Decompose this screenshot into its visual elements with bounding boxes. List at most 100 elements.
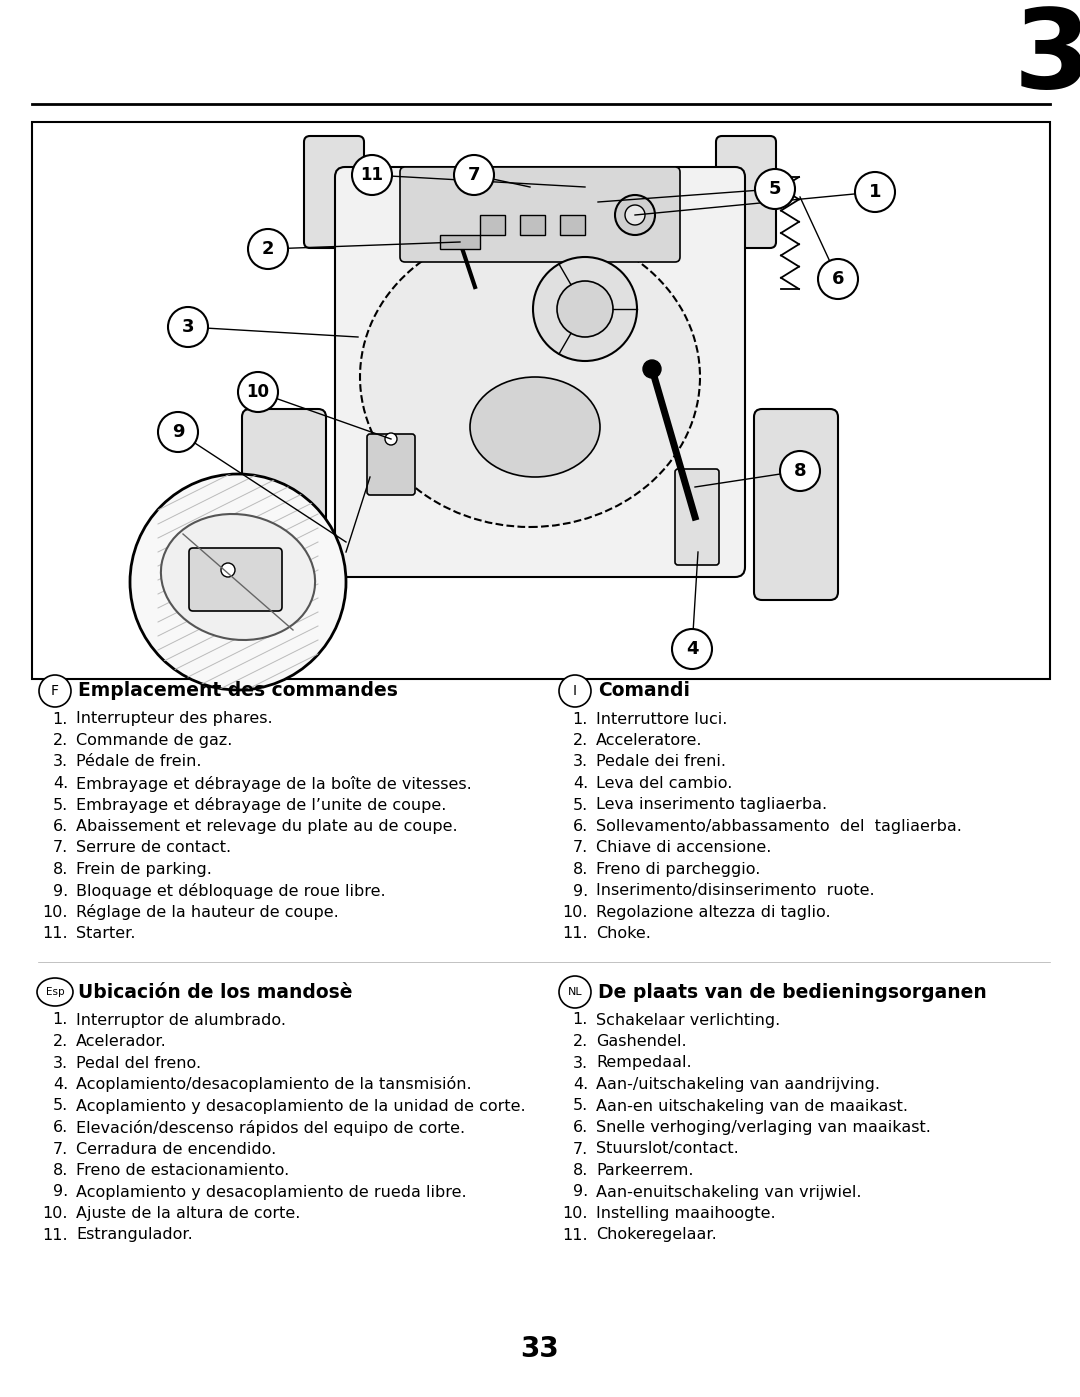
FancyBboxPatch shape [189, 548, 282, 610]
Text: 10: 10 [246, 383, 270, 401]
Text: Leva inserimento tagliaerba.: Leva inserimento tagliaerba. [596, 798, 827, 813]
Text: F: F [51, 685, 59, 698]
Circle shape [855, 172, 895, 212]
Text: Snelle verhoging/verlaging van maaikast.: Snelle verhoging/verlaging van maaikast. [596, 1120, 931, 1134]
Circle shape [248, 229, 288, 270]
Text: 10.: 10. [563, 1206, 588, 1221]
Text: Embrayage et débrayage de l’unite de coupe.: Embrayage et débrayage de l’unite de cou… [76, 798, 446, 813]
Text: Leva del cambio.: Leva del cambio. [596, 775, 732, 791]
Circle shape [384, 433, 397, 446]
Text: 2: 2 [261, 240, 274, 258]
Text: 10.: 10. [42, 905, 68, 921]
Circle shape [221, 563, 235, 577]
Text: 7: 7 [468, 166, 481, 184]
Text: Commande de gaz.: Commande de gaz. [76, 733, 232, 747]
Ellipse shape [360, 226, 700, 527]
Text: 6.: 6. [53, 1120, 68, 1134]
Circle shape [625, 205, 645, 225]
Text: 1.: 1. [53, 711, 68, 726]
Text: 7.: 7. [53, 841, 68, 855]
Text: 5.: 5. [572, 1098, 588, 1113]
Text: 5: 5 [769, 180, 781, 198]
Text: Inserimento/disinserimento  ruote.: Inserimento/disinserimento ruote. [596, 883, 875, 898]
Text: Ajuste de la altura de corte.: Ajuste de la altura de corte. [76, 1206, 300, 1221]
Text: 3.: 3. [53, 754, 68, 770]
Bar [440, 235, 480, 249]
Text: 8.: 8. [572, 862, 588, 877]
Text: 9: 9 [172, 423, 185, 441]
Text: Aan-/uitschakeling van aandrijving.: Aan-/uitschakeling van aandrijving. [596, 1077, 880, 1092]
Text: Acoplamiento y desacoplamiento de la unidad de corte.: Acoplamiento y desacoplamiento de la uni… [76, 1098, 526, 1113]
Text: Estrangulador.: Estrangulador. [76, 1228, 192, 1242]
Text: Acceleratore.: Acceleratore. [596, 733, 702, 747]
Text: Schakelaar verlichting.: Schakelaar verlichting. [596, 1013, 780, 1028]
Text: Rempedaal.: Rempedaal. [596, 1056, 691, 1070]
Text: 8.: 8. [53, 862, 68, 877]
Circle shape [130, 474, 346, 690]
Text: 10.: 10. [42, 1206, 68, 1221]
Circle shape [39, 675, 71, 707]
Text: Réglage de la hauteur de coupe.: Réglage de la hauteur de coupe. [76, 904, 339, 921]
Circle shape [615, 196, 654, 235]
Text: 6: 6 [832, 270, 845, 288]
Circle shape [559, 675, 591, 707]
Text: 10.: 10. [563, 905, 588, 921]
Text: 8: 8 [794, 462, 807, 481]
Text: 5.: 5. [53, 798, 68, 813]
Text: 4: 4 [686, 640, 699, 658]
Text: 3: 3 [181, 319, 194, 337]
Bar [32, 122, 1050, 679]
Text: STOP: STOP [627, 212, 643, 218]
Text: 11.: 11. [563, 1228, 588, 1242]
Text: 7.: 7. [572, 841, 588, 855]
Text: Abaissement et relevage du plate au de coupe.: Abaissement et relevage du plate au de c… [76, 819, 458, 834]
Text: 3.: 3. [53, 1056, 68, 1070]
Bar [561, 215, 585, 235]
Text: Acoplamiento y desacoplamiento de rueda libre.: Acoplamiento y desacoplamiento de rueda … [76, 1185, 467, 1200]
FancyBboxPatch shape [400, 168, 680, 263]
Text: Sollevamento/abbassamento  del  tagliaerba.: Sollevamento/abbassamento del tagliaerba… [596, 819, 962, 834]
Circle shape [534, 257, 637, 360]
Text: Comandi: Comandi [598, 682, 690, 700]
Text: Ubicación de los mandosè: Ubicación de los mandosè [78, 982, 352, 1002]
Text: 3: 3 [1013, 4, 1080, 110]
Text: 4.: 4. [572, 1077, 588, 1092]
Text: 3.: 3. [572, 1056, 588, 1070]
Text: 11.: 11. [42, 926, 68, 942]
Text: 7.: 7. [572, 1141, 588, 1157]
Circle shape [672, 629, 712, 669]
Text: Bloquage et débloquage de roue libre.: Bloquage et débloquage de roue libre. [76, 883, 386, 900]
Text: 11.: 11. [42, 1228, 68, 1242]
Text: NL: NL [568, 988, 582, 997]
Text: 7.: 7. [53, 1141, 68, 1157]
Text: 2.: 2. [53, 1034, 68, 1049]
Bar [480, 215, 505, 235]
Circle shape [818, 258, 858, 299]
Text: Pédale de frein.: Pédale de frein. [76, 754, 202, 770]
FancyBboxPatch shape [675, 469, 719, 564]
Circle shape [158, 412, 198, 453]
Text: Acelerador.: Acelerador. [76, 1034, 166, 1049]
Text: Regolazione altezza di taglio.: Regolazione altezza di taglio. [596, 905, 831, 921]
Text: 2.: 2. [572, 733, 588, 747]
Circle shape [454, 155, 494, 196]
FancyBboxPatch shape [367, 434, 415, 495]
FancyBboxPatch shape [754, 409, 838, 599]
Text: 5.: 5. [53, 1098, 68, 1113]
Text: 9.: 9. [572, 883, 588, 898]
FancyBboxPatch shape [303, 136, 364, 249]
Text: Instelling maaihoogte.: Instelling maaihoogte. [596, 1206, 775, 1221]
Text: 9.: 9. [572, 1185, 588, 1200]
Text: Gashendel.: Gashendel. [596, 1034, 687, 1049]
Text: Cerradura de encendido.: Cerradura de encendido. [76, 1141, 276, 1157]
Text: Emplacement des commandes: Emplacement des commandes [78, 682, 397, 700]
Text: Aan-en uitschakeling van de maaikast.: Aan-en uitschakeling van de maaikast. [596, 1098, 908, 1113]
Text: Pedal del freno.: Pedal del freno. [76, 1056, 201, 1070]
Circle shape [559, 977, 591, 1009]
Text: 1.: 1. [572, 711, 588, 726]
Text: Interruptor de alumbrado.: Interruptor de alumbrado. [76, 1013, 286, 1028]
Circle shape [238, 372, 278, 412]
Text: Stuurslot/contact.: Stuurslot/contact. [596, 1141, 739, 1157]
Circle shape [352, 155, 392, 196]
Text: 4.: 4. [53, 1077, 68, 1092]
